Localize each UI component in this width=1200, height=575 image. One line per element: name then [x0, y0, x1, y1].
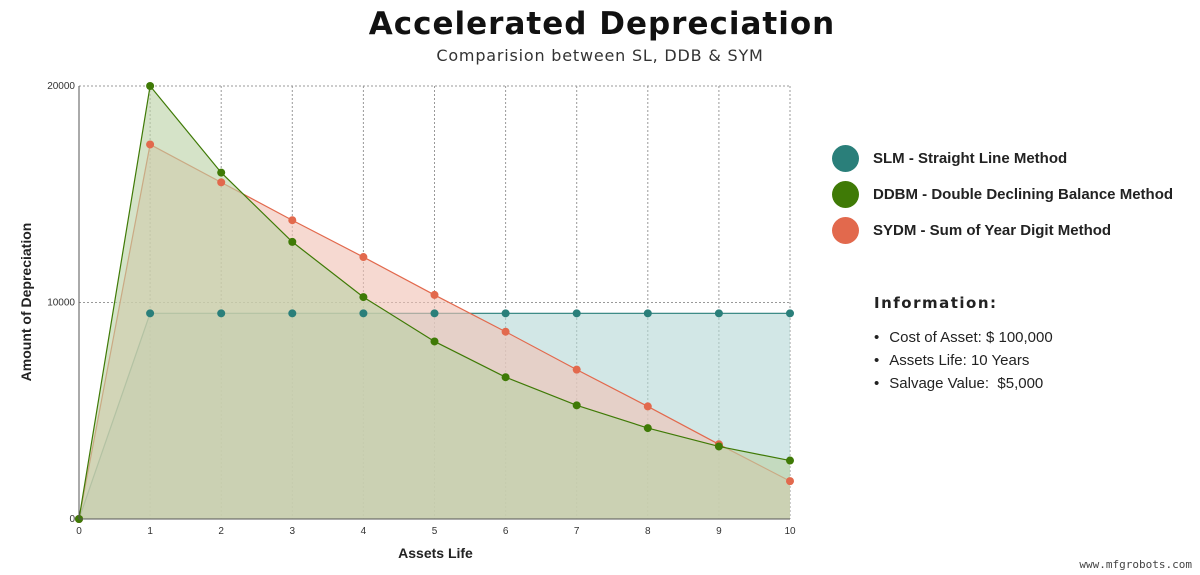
point-ddbm	[643, 424, 652, 433]
point-slm	[501, 309, 510, 318]
chart-title: Accelerated Depreciation	[368, 6, 836, 42]
x-tick-label: 1	[147, 526, 153, 537]
info-salvage-value: Salvage Value: $5,000	[874, 372, 1053, 395]
points-sydm	[75, 140, 794, 523]
point-ddbm	[501, 373, 510, 382]
information-title: Information:	[874, 294, 998, 312]
chart-legend: SLM - Straight Line Method DDBM - Double…	[832, 140, 1173, 248]
point-slm	[146, 309, 155, 318]
point-slm	[714, 309, 723, 318]
point-sydm	[786, 477, 794, 486]
x-tick-label: 5	[432, 526, 438, 537]
legend-label-ddbm: DDBM - Double Declining Balance Method	[873, 185, 1174, 203]
y-tick-label: 10000	[47, 298, 75, 309]
point-ddbm	[288, 237, 297, 246]
point-sydm	[643, 402, 652, 411]
point-ddbm	[430, 337, 439, 346]
x-tick-label: 2	[218, 526, 224, 537]
point-sydm	[146, 140, 155, 149]
legend-item-slm: SLM - Straight Line Method	[832, 140, 1173, 176]
x-tick-label: 9	[716, 526, 722, 537]
x-tick-label: 6	[503, 526, 509, 537]
x-tick-label: 0	[76, 526, 82, 537]
point-slm	[430, 309, 439, 318]
y-tick-label: 20000	[47, 81, 75, 92]
points-ddbm	[75, 82, 794, 523]
x-tick-label: 4	[361, 526, 367, 537]
point-sydm	[430, 290, 439, 299]
x-tick-label: 7	[574, 526, 580, 537]
point-sydm	[501, 327, 510, 336]
point-ddbm	[359, 293, 368, 302]
legend-label-sydm: SYDM - Sum of Year Digit Method	[873, 221, 1112, 239]
info-assets-life: Assets Life: 10 Years	[874, 349, 1053, 372]
x-axis-label: Assets Life	[398, 545, 473, 561]
point-ddbm	[714, 442, 723, 451]
point-sydm	[359, 253, 368, 262]
legend-item-ddbm: DDBM - Double Declining Balance Method	[832, 176, 1173, 212]
information-panel: Information: Cost of Asset: $ 100,000 As…	[874, 294, 1053, 395]
info-cost-of-asset: Cost of Asset: $ 100,000	[874, 326, 1052, 349]
x-tick-label: 8	[645, 526, 651, 537]
legend-label-slm: SLM - Straight Line Method	[873, 149, 1068, 167]
watermark: www.mfgrobots.com	[1079, 558, 1192, 571]
legend-item-sydm: SYDM - Sum of Year Digit Method	[832, 212, 1173, 248]
point-ddbm	[786, 456, 794, 465]
point-sydm	[288, 216, 297, 225]
point-slm	[643, 309, 652, 318]
legend-dot-slm	[832, 144, 859, 172]
information-list: Cost of Asset: $ 100,000 Assets Life: 10…	[874, 326, 1053, 395]
point-slm	[288, 309, 297, 318]
y-axis-label: Amount of Depreciation	[18, 223, 34, 382]
point-ddbm	[572, 401, 581, 410]
y-tick-label: 0	[69, 514, 75, 525]
legend-dot-ddbm	[832, 180, 859, 208]
point-ddbm	[146, 82, 155, 90]
point-slm	[572, 309, 581, 318]
x-tick-label: 3	[290, 526, 296, 537]
legend-dot-sydm	[832, 216, 859, 244]
point-sydm	[217, 178, 226, 187]
point-ddbm	[217, 168, 226, 177]
chart-subtitle: Comparision between SL, DDB & SYM	[436, 46, 764, 65]
point-slm	[359, 309, 368, 318]
area-ddbm	[79, 86, 790, 519]
x-tick-label: 10	[784, 526, 796, 537]
point-slm	[786, 309, 794, 318]
point-slm	[217, 309, 226, 318]
point-sydm	[572, 365, 581, 374]
